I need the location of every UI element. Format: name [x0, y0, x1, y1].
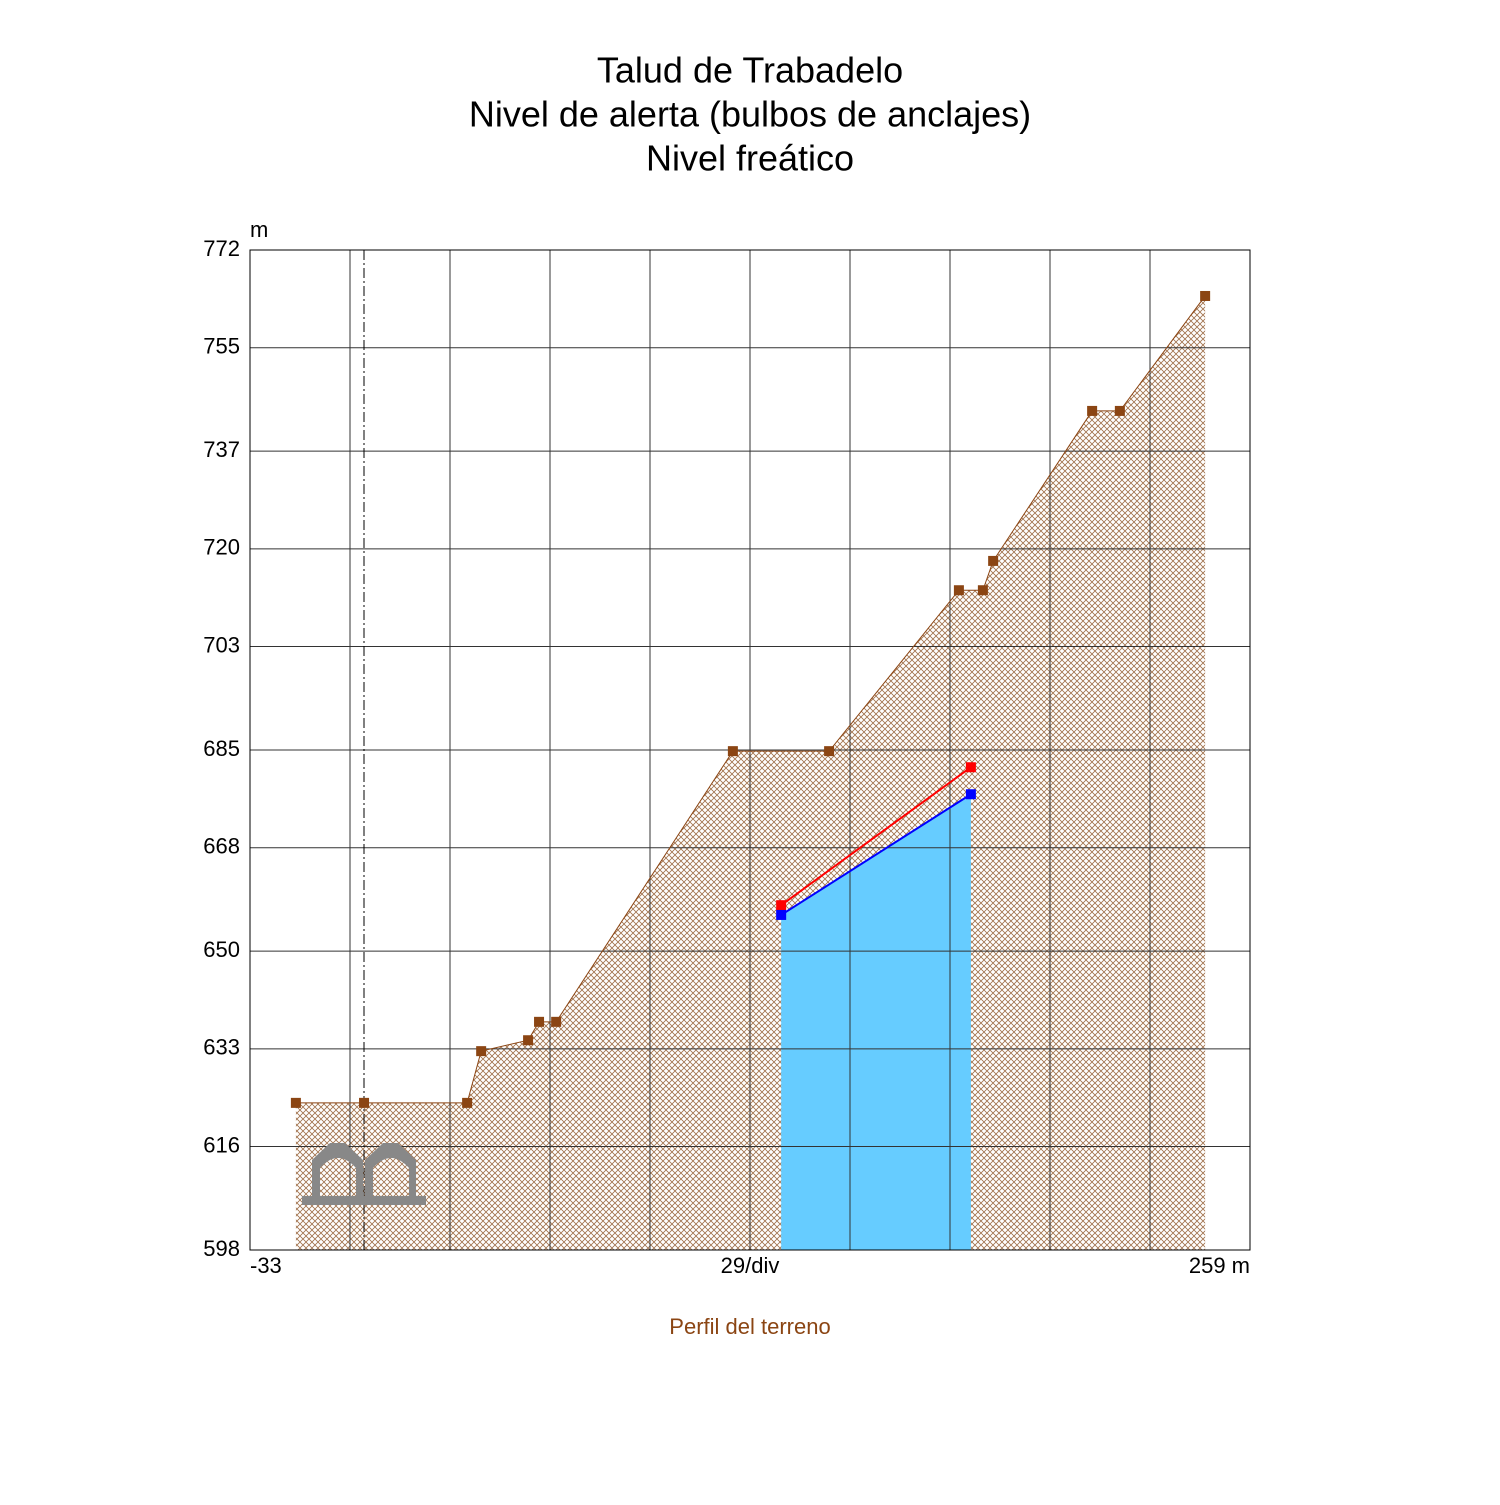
point — [1087, 405, 1098, 416]
y-tick-label: 633 — [203, 1035, 240, 1060]
y-tick-label: 598 — [203, 1236, 240, 1261]
y-unit: m — [250, 217, 268, 242]
point — [290, 1097, 301, 1108]
tunnel-icon — [302, 1143, 426, 1205]
chart-title: Nivel de alerta (bulbos de anclajes) — [469, 94, 1031, 135]
point — [977, 585, 988, 596]
legend-label: Perfil del terreno — [669, 1314, 830, 1339]
point — [1114, 405, 1125, 416]
point — [1200, 290, 1211, 301]
point — [359, 1097, 370, 1108]
point — [551, 1016, 562, 1027]
y-tick-label: 650 — [203, 937, 240, 962]
point — [988, 555, 999, 566]
point — [523, 1035, 534, 1046]
y-tick-label: 616 — [203, 1132, 240, 1157]
x-tick-label: 29/div — [721, 1253, 780, 1278]
chart-title: Nivel freático — [646, 138, 854, 179]
point — [727, 746, 738, 757]
x-tick-label: 259 m — [1189, 1253, 1250, 1278]
plot-frame — [249, 249, 1251, 1251]
x-tick-label: -33 — [250, 1253, 282, 1278]
point — [476, 1046, 487, 1057]
y-tick-label: 685 — [203, 736, 240, 761]
chart-title: Talud de Trabadelo — [597, 50, 903, 91]
area — [295, 295, 1206, 1250]
line — [780, 793, 972, 916]
area — [781, 794, 971, 1250]
y-tick-label: 668 — [203, 834, 240, 859]
y-tick-label: 720 — [203, 535, 240, 560]
point — [965, 762, 976, 773]
point — [776, 909, 787, 920]
y-tick-label: 755 — [203, 334, 240, 359]
y-tick-label: 772 — [203, 236, 240, 261]
point — [965, 789, 976, 800]
point — [776, 900, 787, 911]
line — [780, 766, 972, 906]
point — [953, 585, 964, 596]
point — [462, 1097, 473, 1108]
point — [824, 746, 835, 757]
y-tick-label: 737 — [203, 437, 240, 462]
point — [534, 1016, 545, 1027]
y-tick-label: 703 — [203, 632, 240, 657]
